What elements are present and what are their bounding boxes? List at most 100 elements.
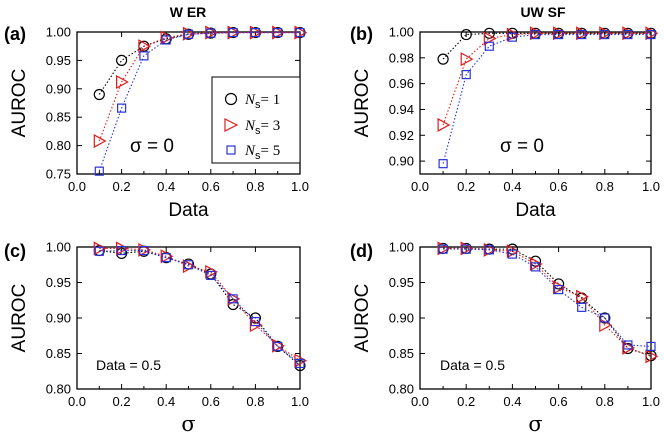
legend-label-ns5: Ns= 5 [244, 143, 280, 162]
data-point [249, 312, 261, 324]
data-point [295, 358, 305, 369]
series-line [99, 250, 301, 366]
data-point [623, 29, 633, 40]
data-point [227, 291, 241, 306]
data-point [553, 285, 564, 295]
series-line [442, 34, 651, 164]
annotation: σ = 0 [130, 136, 174, 157]
y-tick-label: 0.95 [46, 53, 71, 68]
x-tick-label: 0.4 [157, 394, 175, 409]
legend-entry-ns1: Ns= 1 [224, 92, 280, 111]
data-point [93, 134, 107, 149]
panel-c: 0.0 0.2 0.4 0.6 0.8 1.0 0.80 0.85 0.90 0.95 1.00 σ A… [4, 240, 309, 437]
legend-marker-circle [224, 92, 238, 106]
series-line [98, 32, 300, 95]
y-tick-label: 0.80 [389, 382, 414, 397]
data-point [507, 249, 517, 259]
series-ns3 [437, 26, 659, 132]
x-tick-label: 0.0 [411, 179, 429, 194]
x-tick-label: 0.4 [157, 179, 175, 194]
series-line [99, 247, 301, 362]
data-point [273, 27, 283, 38]
y-axis-title: AUROC [352, 284, 373, 353]
data-point [272, 25, 285, 40]
x-tick-label: 0.4 [503, 179, 521, 194]
x-tick-label: 0.0 [68, 179, 86, 194]
data-point [622, 340, 636, 355]
data-point [94, 246, 104, 256]
x-tick-label: 0.2 [113, 394, 131, 409]
data-point [529, 257, 543, 272]
data-point [160, 30, 174, 45]
y-tick-label: 0.90 [46, 81, 71, 96]
y-axis-title: AUROC [9, 284, 30, 353]
data-point [438, 244, 448, 254]
y-tick-label: 1.00 [46, 240, 71, 255]
x-tick-label: 1.0 [291, 179, 309, 194]
data-point [115, 54, 128, 67]
x-tick-label: 0.8 [246, 179, 264, 194]
data-point [206, 270, 216, 280]
y-tick-label: 1.00 [389, 25, 414, 40]
series-line [443, 247, 652, 357]
y-tick-label: 0.90 [46, 311, 71, 326]
panel-label: (d) [350, 241, 373, 261]
y-tick-label: 0.90 [389, 311, 414, 326]
x-tick-label: 0.8 [246, 394, 264, 409]
x-tick-label: 1.0 [642, 179, 660, 194]
y-tick-label: 0.96 [389, 76, 414, 91]
panel-title: UW SF [520, 4, 566, 20]
panel-b: 0.0 0.2 0.4 0.6 0.8 1.0 0.90 0.92 0.94 0.96 0.98 1.… [350, 4, 660, 221]
data-point [577, 29, 587, 40]
series-line [98, 32, 300, 142]
data-point [161, 35, 171, 45]
y-tick-label: 0.94 [389, 102, 414, 117]
data-point [183, 29, 194, 39]
data-point [600, 29, 610, 40]
data-point [437, 117, 451, 132]
data-point [600, 313, 610, 323]
y-tick-label: 0.98 [389, 50, 414, 65]
data-point [530, 29, 541, 40]
data-point [205, 264, 219, 279]
y-tick-label: 0.85 [46, 110, 71, 125]
y-tick-label: 0.85 [46, 346, 71, 361]
legend-entry-ns5: Ns= 5 [226, 143, 280, 162]
data-point [249, 25, 263, 40]
x-tick-label: 0.6 [550, 179, 568, 194]
x-tick-label: 0.2 [457, 394, 475, 409]
legend-label-ns3: Ns= 3 [244, 118, 280, 137]
data-point [646, 341, 656, 351]
data-point [228, 27, 238, 38]
x-tick-label: 0.4 [503, 394, 521, 409]
y-tick-label: 0.85 [389, 346, 414, 361]
annotation: Data = 0.5 [96, 357, 161, 373]
data-point [250, 27, 260, 38]
data-point [645, 349, 659, 364]
x-tick-label: 1.0 [642, 394, 660, 409]
panel-label: (a) [4, 24, 26, 44]
x-tick-label: 0.6 [202, 394, 220, 409]
panel-title: W ER [170, 4, 207, 20]
y-tick-label: 0.80 [46, 138, 71, 153]
data-point [484, 41, 494, 51]
series-line [442, 32, 651, 126]
data-point [94, 166, 104, 176]
x-axis-title: σ [528, 412, 542, 436]
data-point [461, 69, 471, 80]
data-point [461, 244, 471, 254]
legend-marker-triangle [224, 118, 239, 132]
data-point [623, 340, 633, 350]
data-point [273, 341, 283, 351]
x-axis-title: Data [168, 200, 209, 221]
legend: Ns= 1 Ns= 3 Ns= 5 [211, 76, 301, 164]
data-point [294, 353, 308, 368]
data-point [116, 245, 127, 256]
data-point [115, 74, 129, 89]
y-tick-label: 0.75 [46, 167, 71, 182]
x-axis-title: σ [181, 412, 195, 436]
data-point [553, 29, 564, 40]
data-point [115, 241, 129, 256]
data-point [206, 28, 216, 38]
data-point [484, 245, 494, 255]
